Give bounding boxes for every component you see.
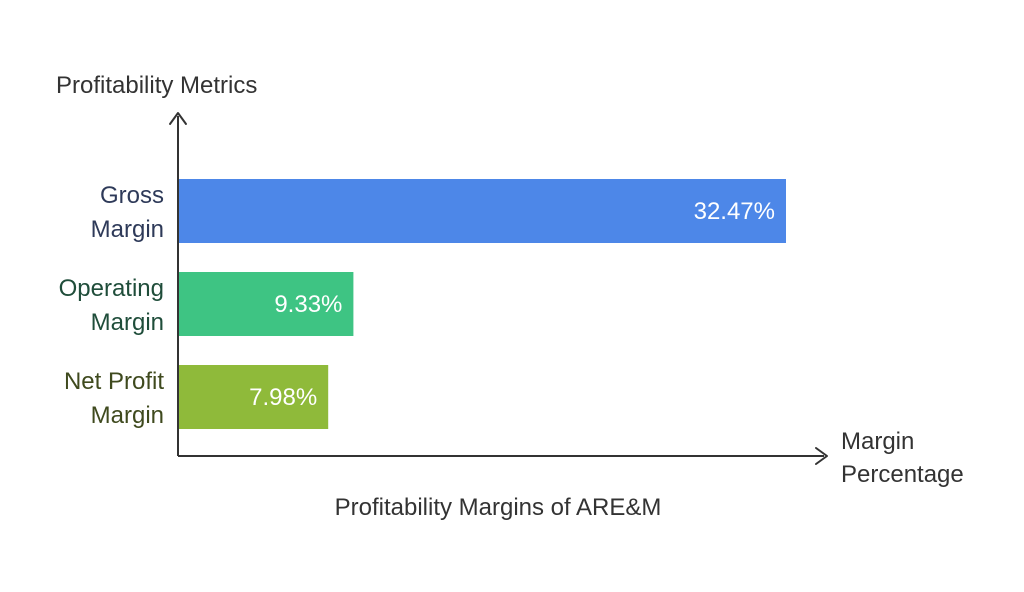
category-label-1: Operating Margin bbox=[59, 275, 164, 336]
y-axis-title: Profitability Metrics bbox=[56, 72, 257, 99]
x-axis-title-line-1: Margin bbox=[841, 428, 914, 455]
axes bbox=[169, 112, 828, 465]
x-axis-title: Margin Percentage bbox=[841, 428, 964, 488]
chart-title: Profitability Margins of ARE&M bbox=[335, 494, 662, 521]
category-label-2-line-1: Margin bbox=[91, 402, 164, 429]
category-label-1-line-0: Operating bbox=[59, 275, 164, 302]
category-label-0: Gross Margin bbox=[91, 182, 164, 243]
bar-0 bbox=[179, 179, 786, 243]
bar-value-label-2: 7.98% bbox=[249, 384, 317, 411]
category-label-2-line-0: Net Profit bbox=[64, 368, 164, 395]
bar-value-label-0: 32.47% bbox=[694, 198, 775, 225]
category-label-2: Net Profit Margin bbox=[64, 368, 164, 429]
x-axis-arrow-icon bbox=[815, 447, 828, 465]
value-labels-group: 32.47% 9.33% 7.98% bbox=[249, 198, 775, 411]
bars-group bbox=[179, 179, 786, 429]
category-label-0-line-0: Gross bbox=[100, 182, 164, 209]
y-axis-arrow-icon bbox=[169, 112, 187, 125]
category-labels-group: Gross Margin Operating Margin Net Profit Marg… bbox=[59, 182, 165, 429]
bar-1 bbox=[179, 272, 354, 336]
bar-2 bbox=[179, 365, 329, 429]
category-label-0-line-1: Margin bbox=[91, 216, 164, 243]
bar-value-label-1: 9.33% bbox=[274, 291, 342, 318]
x-axis-title-line-2: Percentage bbox=[841, 461, 964, 488]
category-label-1-line-1: Margin bbox=[91, 309, 164, 336]
